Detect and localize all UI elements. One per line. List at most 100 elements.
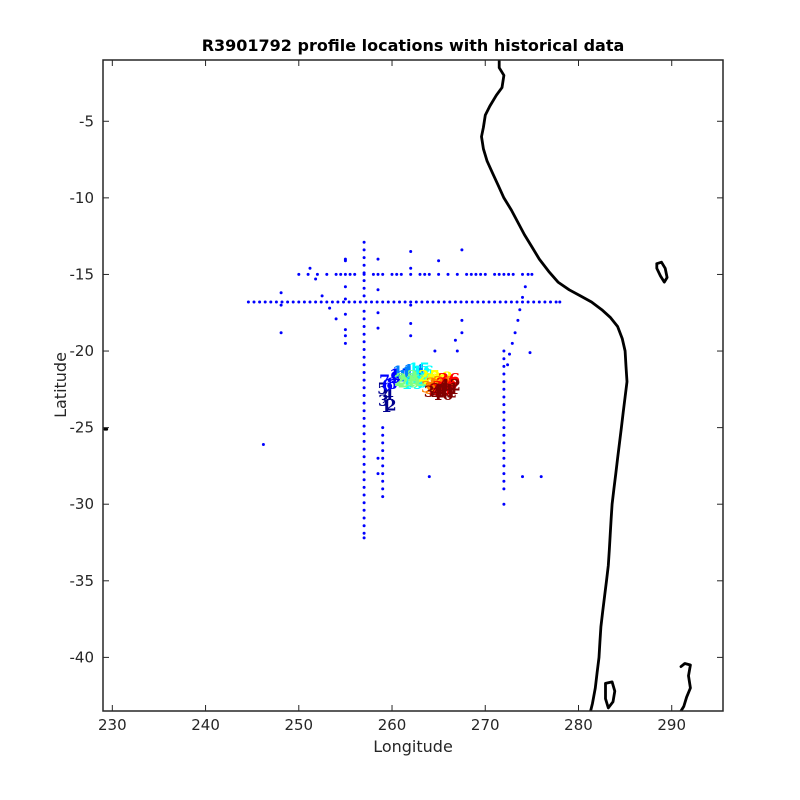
historical-point <box>308 300 312 304</box>
historical-point <box>343 312 347 316</box>
historical-point <box>409 300 413 304</box>
historical-points-layer <box>246 240 562 540</box>
coastline-layer <box>103 60 692 711</box>
profile-marker: 21 <box>394 371 416 390</box>
profile-marker: 19 <box>401 374 423 393</box>
historical-point <box>558 300 562 304</box>
profile-marker: 14 <box>403 360 425 379</box>
x-tick-label: 260 <box>378 716 407 734</box>
historical-point <box>437 259 441 263</box>
profile-marker: 27 <box>427 371 449 390</box>
historical-point <box>279 331 283 335</box>
historical-point <box>362 263 366 267</box>
historical-point <box>362 516 366 520</box>
historical-point <box>493 272 497 276</box>
historical-point <box>498 300 502 304</box>
profile-marker: 8 <box>386 374 397 393</box>
coastline-path <box>679 662 692 711</box>
historical-point <box>381 487 385 491</box>
historical-point <box>403 300 407 304</box>
historical-point <box>521 475 524 479</box>
profile-marker: 35 <box>436 374 458 393</box>
historical-point <box>526 300 530 304</box>
profile-marker: 37 <box>435 382 457 401</box>
historical-point <box>502 433 506 437</box>
historical-point <box>497 272 501 276</box>
historical-point <box>362 286 366 290</box>
historical-point <box>502 364 506 368</box>
historical-point <box>269 300 273 304</box>
historical-point <box>543 300 547 304</box>
y-tick-label: -35 <box>70 572 95 590</box>
profile-marker: 38 <box>428 380 450 399</box>
historical-point <box>274 300 278 304</box>
profile-marker: 4 <box>383 385 394 404</box>
historical-point <box>399 272 403 276</box>
historical-point <box>362 348 366 351</box>
historical-point <box>362 325 366 328</box>
historical-point <box>286 300 290 304</box>
y-tick-label: -5 <box>79 112 94 130</box>
historical-point <box>315 272 319 276</box>
historical-point <box>297 300 301 304</box>
historical-point <box>502 372 506 376</box>
historical-point <box>437 300 441 304</box>
historical-point <box>427 272 431 276</box>
historical-point <box>263 300 267 304</box>
historical-point <box>258 300 262 304</box>
historical-point <box>423 272 427 276</box>
historical-point <box>502 272 506 276</box>
historical-point <box>362 485 366 489</box>
historical-point <box>279 303 283 307</box>
historical-point <box>376 257 380 261</box>
historical-point <box>460 248 464 252</box>
historical-point <box>493 300 497 304</box>
historical-point <box>409 250 413 253</box>
historical-point <box>362 378 366 382</box>
historical-point <box>362 439 366 443</box>
historical-point <box>334 317 338 321</box>
historical-point <box>526 272 530 276</box>
historical-point <box>502 387 506 391</box>
profile-marker: 3 <box>378 391 389 410</box>
historical-point <box>409 303 413 307</box>
historical-point <box>460 331 464 335</box>
historical-point <box>376 311 380 315</box>
profile-marker: 25 <box>418 367 440 386</box>
historical-point <box>362 386 366 390</box>
historical-point <box>521 300 524 304</box>
profile-marker: 41 <box>437 379 459 398</box>
historical-point <box>362 432 366 436</box>
historical-point <box>362 355 366 359</box>
historical-point <box>370 300 373 304</box>
historical-point <box>511 272 515 276</box>
historical-point <box>530 272 534 276</box>
y-tick-label: -40 <box>70 648 95 666</box>
profile-marker: 1 <box>381 397 392 416</box>
historical-point <box>364 300 368 304</box>
profile-marker: 24 <box>414 371 436 390</box>
historical-point <box>409 334 413 338</box>
x-tick-label: 280 <box>564 716 593 734</box>
historical-point <box>358 300 362 304</box>
historical-point <box>381 441 385 445</box>
historical-point <box>362 424 366 428</box>
historical-point <box>381 464 385 468</box>
historical-point <box>362 501 366 505</box>
historical-point <box>453 338 457 342</box>
x-tick-label: 250 <box>284 716 313 734</box>
historical-point <box>362 340 366 344</box>
historical-point <box>319 300 323 304</box>
historical-point <box>465 300 469 304</box>
historical-point <box>502 418 506 422</box>
historical-point <box>398 300 401 304</box>
profile-marker: 13 <box>400 364 422 383</box>
profile-marker: 42 <box>439 376 461 395</box>
historical-point <box>409 322 413 325</box>
y-axis-label: Latitude <box>51 352 70 418</box>
profile-marker: 39 <box>424 382 446 401</box>
historical-point <box>280 300 284 304</box>
historical-point <box>381 479 385 483</box>
historical-point <box>376 326 380 330</box>
